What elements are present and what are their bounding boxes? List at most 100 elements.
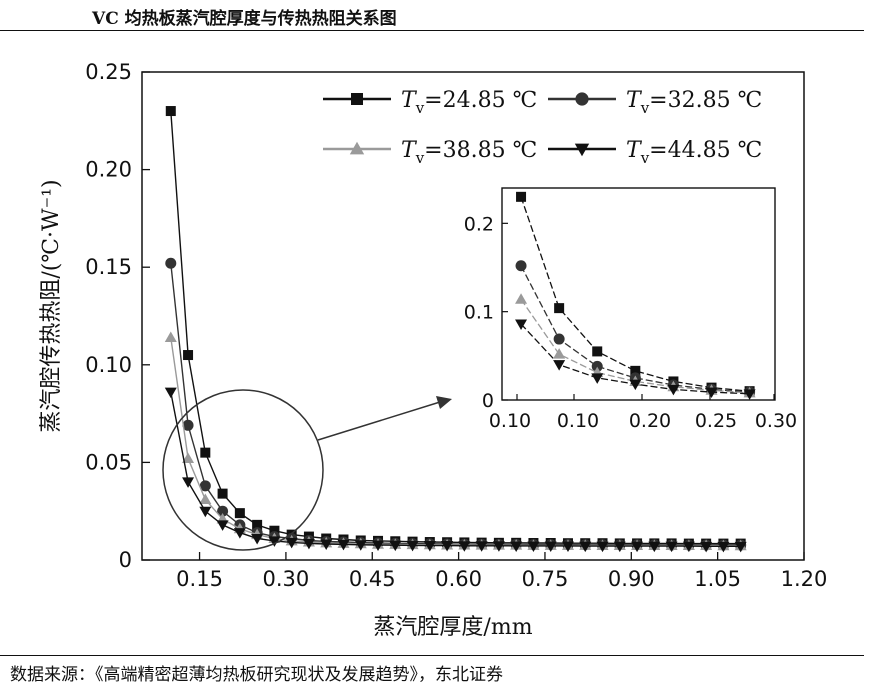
x-tick-label: 0.15 xyxy=(176,567,223,591)
zoom-arrowhead xyxy=(436,396,452,409)
legend-label: Tv=24.85 ℃ xyxy=(401,88,537,117)
data-point xyxy=(165,257,177,269)
inset-y-tick-label: 0.2 xyxy=(464,213,494,235)
data-point xyxy=(354,540,367,551)
inset-data-point xyxy=(515,260,527,272)
inset-data-point xyxy=(516,191,527,202)
x-tick-label: 0.60 xyxy=(435,567,482,591)
series-line xyxy=(170,110,741,545)
data-point xyxy=(337,539,350,551)
inset-data-point xyxy=(667,384,680,396)
data-point xyxy=(320,539,333,550)
inset-data-point xyxy=(630,365,641,376)
zoom-arrow-line xyxy=(317,401,441,441)
page-title: VC 均热板蒸汽腔厚度与传热热阻关系图 xyxy=(92,9,397,29)
data-point xyxy=(164,331,177,342)
source-note: 数据来源：《高端精密超薄均热板研究现状及发展趋势》，东北证券 xyxy=(10,665,503,685)
data-point xyxy=(199,493,212,504)
chart: 00.050.100.150.200.250.15 0.30 0.45 0.60 0.7… xyxy=(39,60,827,640)
y-tick-label: 0.20 xyxy=(85,158,132,182)
x-tick-label: 1.05 xyxy=(694,567,741,591)
series-4 xyxy=(164,387,747,553)
legend-marker xyxy=(574,143,590,157)
data-point xyxy=(217,505,229,517)
data-point xyxy=(561,541,574,552)
inset-data-point xyxy=(553,348,566,359)
data-point xyxy=(544,541,557,552)
data-point xyxy=(234,508,245,519)
x-tick-label: 0.30 xyxy=(263,567,310,591)
data-point xyxy=(631,541,644,553)
data-point xyxy=(252,519,263,530)
data-point xyxy=(233,528,246,539)
inset-data-point xyxy=(629,379,642,391)
legend-marker xyxy=(575,92,589,106)
data-point xyxy=(183,350,194,361)
inset-y-tick-label: 0 xyxy=(482,390,494,412)
legend-marker xyxy=(351,93,363,105)
data-point xyxy=(613,541,626,553)
legend-entry-1: Tv=24.85 ℃ xyxy=(323,88,537,117)
data-point xyxy=(182,452,195,463)
inset-data-point xyxy=(743,389,756,400)
inset-x-tick-label: 0.10 xyxy=(489,410,531,432)
inset-data-point xyxy=(553,333,565,345)
data-point xyxy=(527,541,540,552)
series-line xyxy=(170,263,741,546)
data-point xyxy=(182,419,194,431)
data-point xyxy=(441,541,454,552)
plot-frame xyxy=(141,71,805,561)
data-point xyxy=(475,541,488,552)
data-point xyxy=(492,541,505,552)
data-point xyxy=(372,540,385,551)
legend-label: Tv=44.85 ℃ xyxy=(626,138,762,167)
data-point xyxy=(182,477,195,488)
y-tick-label: 0.25 xyxy=(85,60,132,84)
y-tick-label: 0.15 xyxy=(85,255,132,279)
data-point xyxy=(596,541,609,553)
data-point xyxy=(648,541,661,553)
data-point xyxy=(217,488,228,499)
data-point xyxy=(251,534,264,545)
inset-data-point xyxy=(554,303,565,314)
y-axis-label: 蒸汽腔传热热阻/(℃·W⁻¹) xyxy=(39,179,64,432)
inset-plot: 0 0.1 0.2 0.10 0.10 0.20 0.25 0.30 xyxy=(464,187,797,432)
data-point xyxy=(579,541,592,553)
data-point xyxy=(199,480,211,492)
inset-x-tick-label: 0.20 xyxy=(629,410,671,432)
x-tick-label: 1.20 xyxy=(781,567,828,591)
y-tick-label: 0 xyxy=(119,548,132,572)
inset-data-point xyxy=(705,387,718,399)
legend-label: Tv=32.85 ℃ xyxy=(626,88,762,117)
main-plot: 00.050.100.150.200.250.15 0.30 0.45 0.60 0.7… xyxy=(39,60,827,640)
series-line xyxy=(170,391,741,547)
data-point xyxy=(510,541,523,552)
x-tick-label: 0.45 xyxy=(349,567,396,591)
inset-y-tick-label: 0.1 xyxy=(464,302,494,324)
data-point xyxy=(302,538,315,550)
y-tick-label: 0.05 xyxy=(85,450,132,474)
legend-entry-3: Tv=38.85 ℃ xyxy=(323,138,537,167)
x-tick-label: 0.75 xyxy=(522,567,569,591)
inset-x-tick-label: 0.25 xyxy=(695,410,737,432)
inset-frame xyxy=(501,187,776,401)
x-tick-label: 0.90 xyxy=(608,567,655,591)
inset-data-point xyxy=(592,346,603,357)
data-point xyxy=(269,525,280,536)
source-rule xyxy=(0,655,864,656)
zoom-circle xyxy=(162,389,324,551)
x-axis-label: 蒸汽腔厚度/mm xyxy=(373,615,532,640)
zoom-callout xyxy=(162,389,452,551)
main-data xyxy=(164,106,747,553)
inset-data-point xyxy=(591,373,604,384)
data-point xyxy=(423,541,436,552)
inset-data-point xyxy=(515,319,528,331)
data-point xyxy=(734,541,747,553)
legend-entry-2: Tv=32.85 ℃ xyxy=(548,88,762,117)
data-point xyxy=(458,541,471,552)
inset-x-tick-label: 0.30 xyxy=(755,410,797,432)
inset-data-point xyxy=(591,360,603,372)
inset-data-point xyxy=(515,293,528,304)
data-point xyxy=(285,537,298,549)
data-point xyxy=(199,506,212,518)
